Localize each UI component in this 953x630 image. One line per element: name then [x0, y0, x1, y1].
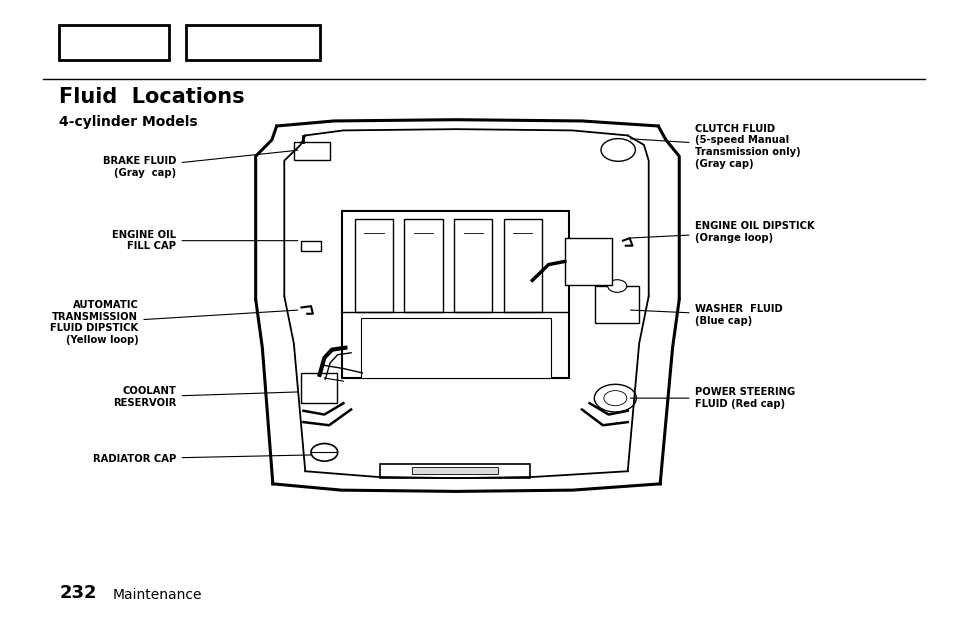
Bar	[595, 286, 639, 323]
Bar	[59, 25, 169, 60]
Circle shape	[594, 384, 636, 412]
Text: Maintenance: Maintenance	[112, 588, 202, 602]
Circle shape	[311, 444, 337, 461]
Bar	[300, 373, 336, 403]
Circle shape	[607, 280, 626, 292]
Bar	[379, 464, 530, 478]
Text: 4-cylinder Models: 4-cylinder Models	[59, 115, 197, 129]
Text: RADIATOR CAP: RADIATOR CAP	[93, 454, 312, 464]
Bar	[294, 142, 330, 160]
Bar	[360, 318, 551, 378]
Bar	[564, 238, 612, 285]
Text: BRAKE FLUID
(Gray  cap): BRAKE FLUID (Gray cap)	[103, 150, 297, 178]
Bar	[454, 219, 492, 312]
Circle shape	[600, 139, 635, 161]
Text: CLUTCH FLUID
(5-speed Manual
Transmission only)
(Gray cap): CLUTCH FLUID (5-speed Manual Transmissio…	[630, 123, 800, 169]
Text: COOLANT
RESERVOIR: COOLANT RESERVOIR	[113, 386, 297, 408]
Text: ENGINE OIL DIPSTICK
(Orange loop): ENGINE OIL DIPSTICK (Orange loop)	[630, 221, 813, 243]
Circle shape	[603, 391, 626, 406]
Bar	[355, 219, 393, 312]
Bar	[300, 241, 321, 251]
Text: WASHER  FLUID
(Blue cap): WASHER FLUID (Blue cap)	[630, 304, 781, 326]
Text: 232: 232	[59, 583, 96, 602]
Bar	[503, 219, 541, 312]
Text: POWER STEERING
FLUID (Red cap): POWER STEERING FLUID (Red cap)	[630, 387, 794, 409]
Text: Fluid  Locations: Fluid Locations	[59, 87, 245, 107]
Text: ENGINE OIL
FILL CAP: ENGINE OIL FILL CAP	[112, 230, 297, 251]
Bar	[341, 211, 568, 378]
Text: AUTOMATIC
TRANSMISSION
FLUID DIPSTICK
(Yellow loop): AUTOMATIC TRANSMISSION FLUID DIPSTICK (Y…	[51, 300, 297, 345]
Bar	[412, 467, 497, 474]
Bar	[186, 25, 319, 60]
Bar	[404, 219, 442, 312]
